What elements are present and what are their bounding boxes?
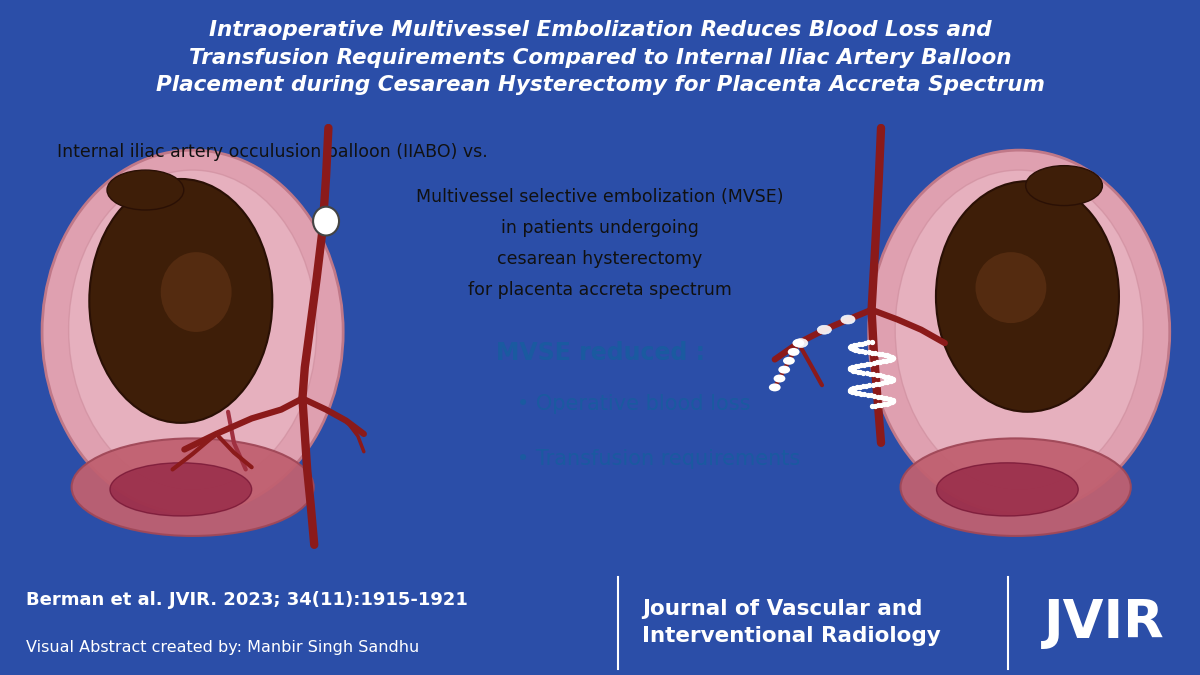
Ellipse shape [774, 375, 785, 383]
Text: Visual Abstract created by: Manbir Singh Sandhu: Visual Abstract created by: Manbir Singh… [26, 641, 420, 655]
Ellipse shape [936, 181, 1118, 412]
Text: Berman et al. JVIR. 2023; 34(11):1915-1921: Berman et al. JVIR. 2023; 34(11):1915-19… [26, 591, 468, 609]
Ellipse shape [936, 463, 1079, 516]
Ellipse shape [107, 170, 184, 210]
Ellipse shape [792, 339, 804, 347]
Ellipse shape [784, 357, 794, 365]
Ellipse shape [89, 179, 272, 423]
Text: Internal iliac artery occulusion balloon (IIABO) vs.: Internal iliac artery occulusion balloon… [56, 144, 487, 161]
Ellipse shape [869, 150, 1170, 514]
Ellipse shape [161, 252, 232, 332]
Ellipse shape [769, 383, 781, 392]
Ellipse shape [900, 438, 1130, 536]
Ellipse shape [313, 207, 340, 236]
Text: • Transfusion requirements: • Transfusion requirements [517, 450, 800, 470]
Text: Multivessel selective embolization (MVSE): Multivessel selective embolization (MVSE… [416, 188, 784, 206]
Ellipse shape [976, 252, 1046, 323]
Ellipse shape [42, 150, 343, 514]
Ellipse shape [793, 339, 808, 348]
Ellipse shape [841, 315, 856, 324]
Text: MVSE reduced :: MVSE reduced : [496, 341, 704, 364]
Ellipse shape [1026, 165, 1103, 206]
Text: cesarean hysterectomy: cesarean hysterectomy [497, 250, 703, 268]
Ellipse shape [787, 348, 799, 356]
Ellipse shape [72, 438, 313, 536]
Text: JVIR: JVIR [1044, 597, 1165, 649]
Ellipse shape [817, 325, 832, 334]
Text: Intraoperative Multivessel Embolization Reduces Blood Loss and
Transfusion Requi: Intraoperative Multivessel Embolization … [156, 20, 1044, 95]
Text: in patients undergoing: in patients undergoing [502, 219, 698, 237]
Ellipse shape [68, 170, 317, 489]
Text: Journal of Vascular and
Interventional Radiology: Journal of Vascular and Interventional R… [642, 599, 941, 646]
Text: for placenta accreta spectrum: for placenta accreta spectrum [468, 281, 732, 299]
Ellipse shape [110, 463, 252, 516]
Text: • Operative blood loss: • Operative blood loss [517, 394, 751, 414]
Ellipse shape [895, 170, 1144, 489]
Ellipse shape [779, 366, 790, 374]
